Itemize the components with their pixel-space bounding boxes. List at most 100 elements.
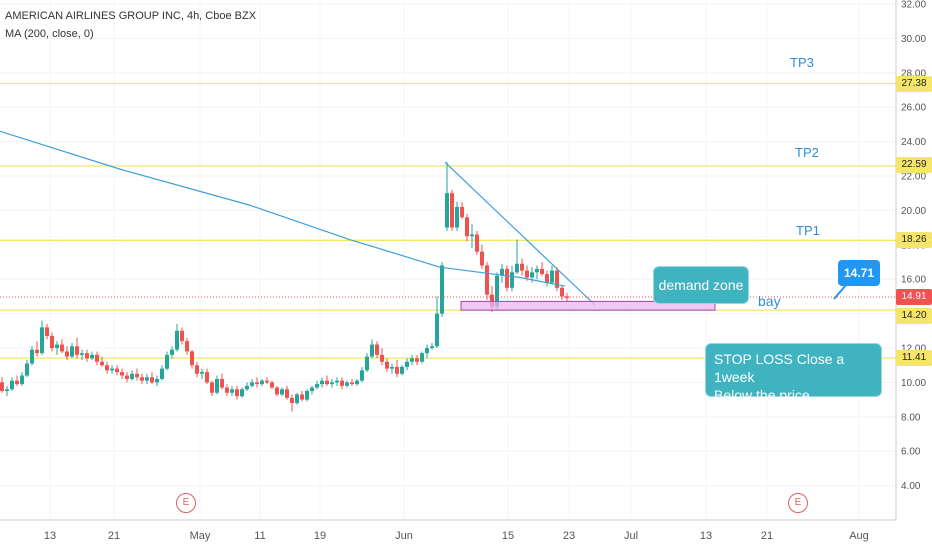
- candle-body: [375, 344, 379, 355]
- candle-body: [525, 270, 529, 278]
- candle-body: [430, 346, 434, 348]
- ma200-path: [0, 130, 566, 287]
- y-tick-label: 22.00: [901, 172, 926, 183]
- tp2-label: TP2: [795, 145, 819, 160]
- candle-body: [210, 382, 214, 393]
- candle-body: [175, 330, 179, 350]
- candle-body: [90, 354, 94, 359]
- candle-body: [500, 268, 504, 276]
- y-tick-label: 16.00: [901, 275, 926, 286]
- candles: [0, 162, 569, 412]
- candle-body: [385, 361, 389, 369]
- candle-body: [465, 217, 469, 237]
- candle-body: [25, 363, 29, 376]
- candle-body: [185, 341, 189, 352]
- trendline-path: [444, 161, 596, 306]
- candle-body: [45, 327, 49, 336]
- y-tick-label: 32.00: [901, 0, 926, 11]
- price-tag-tp2: 22.59: [896, 157, 932, 173]
- candle-body: [215, 378, 219, 393]
- candle-body: [250, 382, 254, 386]
- candle-body: [495, 275, 499, 307]
- candle-body: [345, 382, 349, 386]
- trendline: [444, 161, 847, 306]
- y-tick-label: 20.00: [901, 206, 926, 217]
- demand-zone-box: [460, 300, 716, 311]
- chart-grid: [0, 0, 896, 520]
- candle-body: [100, 361, 104, 366]
- demand-zone-annotation[interactable]: demand zone: [653, 266, 749, 304]
- candle-body: [165, 354, 169, 369]
- candle-body: [55, 344, 59, 348]
- ma200-line: [0, 130, 566, 287]
- candle-body: [300, 394, 304, 400]
- price-tag-zone: 14.20: [896, 308, 932, 324]
- candle-body: [305, 391, 309, 400]
- candle-body: [280, 389, 284, 395]
- candle-body: [35, 349, 39, 354]
- y-tick-label: 6.00: [901, 447, 921, 458]
- bay-label: bay: [758, 293, 781, 309]
- candle-body: [310, 387, 314, 391]
- candle-body: [555, 270, 559, 288]
- candle-body: [155, 378, 159, 383]
- candle-body: [205, 372, 209, 383]
- candle-body: [105, 365, 109, 371]
- candle-body: [505, 268, 509, 288]
- candle-body: [460, 206, 464, 218]
- time-axis: 13 21 May 11 19 Jun 15 23 Jul 13 21 Aug: [44, 530, 869, 542]
- x-tick-label: 21: [108, 530, 120, 542]
- candle-body: [190, 351, 194, 366]
- x-tick-label: Aug: [849, 530, 869, 542]
- candle-body: [30, 349, 34, 364]
- stop-loss-line2: Below the price: [714, 387, 810, 403]
- candle-body: [120, 372, 124, 376]
- candle-body: [515, 263, 519, 273]
- candle-body: [10, 380, 14, 390]
- candle-body: [5, 389, 9, 391]
- x-tick-label: 21: [761, 530, 773, 542]
- y-tick-label: 12.00: [901, 344, 926, 355]
- earnings-marker[interactable]: E: [176, 493, 196, 513]
- candle-body: [550, 270, 554, 283]
- candle-body: [265, 380, 269, 383]
- earnings-marker[interactable]: E: [788, 493, 808, 513]
- candle-body: [225, 387, 229, 393]
- y-tick-label: 4.00: [901, 481, 921, 492]
- candle-body: [140, 377, 144, 381]
- candle-body: [130, 373, 134, 379]
- candle-body: [235, 389, 239, 397]
- y-tick-label: 8.00: [901, 412, 921, 423]
- candle-body: [560, 287, 564, 297]
- candle-body: [395, 366, 399, 374]
- candle-body: [380, 354, 384, 362]
- candle-body: [295, 394, 299, 404]
- candle-body: [145, 377, 149, 381]
- chart-title: AMERICAN AIRLINES GROUP INC, 4h, Cboe BZ…: [5, 10, 257, 22]
- candle-body: [485, 265, 489, 295]
- stop-loss-line1: STOP LOSS Close a 1week: [714, 351, 845, 385]
- candle-body: [85, 353, 89, 359]
- stop-loss-annotation[interactable]: STOP LOSS Close a 1week Below the price: [705, 343, 882, 403]
- candle-body: [325, 380, 329, 385]
- x-tick-label: 13: [44, 530, 56, 542]
- candle-body: [285, 389, 289, 398]
- candle-body: [510, 272, 514, 288]
- price-callout[interactable]: 14.71: [838, 260, 880, 286]
- x-tick-label: 15: [502, 530, 514, 542]
- tp3-label: TP3: [790, 55, 814, 70]
- candle-body: [435, 313, 439, 347]
- candle-body: [350, 382, 354, 385]
- price-tag-stop: 11.41: [896, 350, 932, 366]
- callout-pointer: [833, 284, 847, 300]
- candle-body: [490, 294, 494, 307]
- candle-body: [535, 268, 539, 273]
- candle-body: [330, 382, 334, 385]
- candle-body: [125, 375, 129, 379]
- demand-zone-rect: [460, 300, 716, 311]
- candle-body: [180, 330, 184, 342]
- candle-body: [260, 380, 264, 385]
- candle-body: [470, 234, 474, 237]
- candle-body: [455, 206, 459, 228]
